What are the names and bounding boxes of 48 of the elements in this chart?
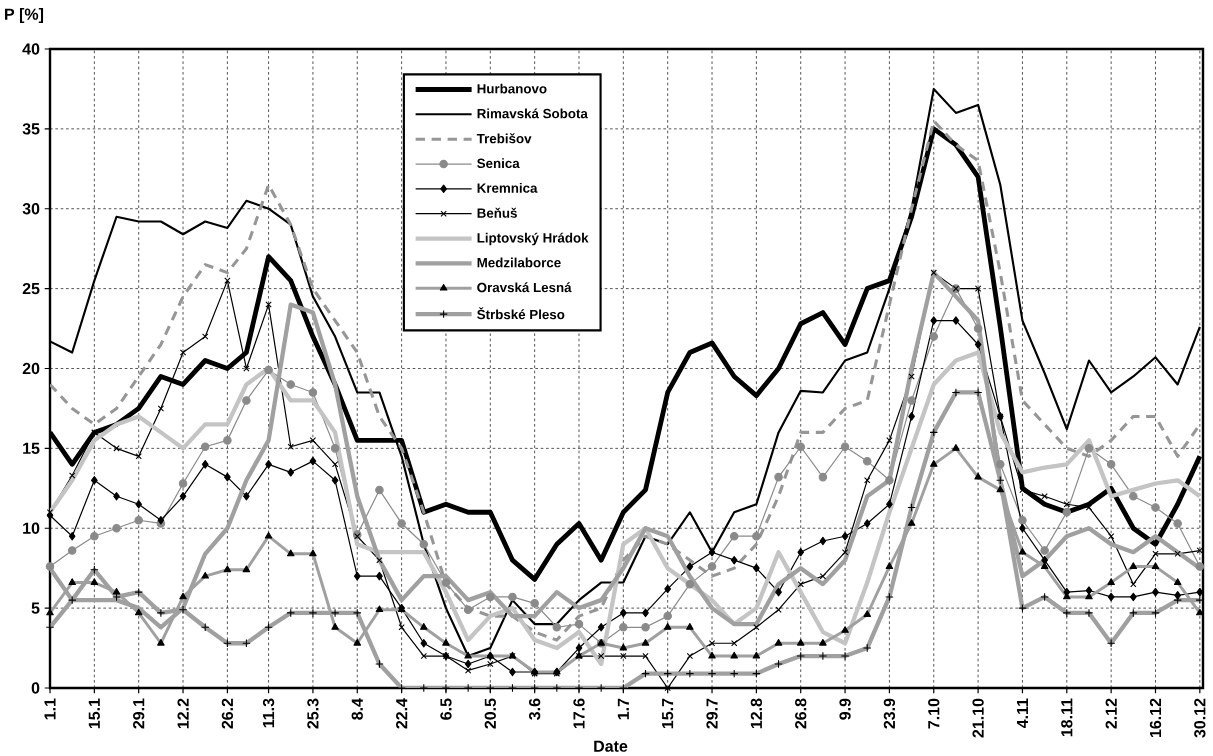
y-tick-label: 0 [31,682,40,694]
x-tick-label: 12.8 [750,698,763,729]
x-tick-label: 29.7 [706,698,718,729]
y-tick-label: 15 [23,442,40,454]
legend-label: Hurbanovo [477,83,547,94]
x-tick-label: 20.5 [484,698,496,729]
legend-label: Senica [477,158,520,169]
legend-label: Trebišov [476,133,532,144]
x-tick-label: 3.6 [528,698,541,720]
legend-label: Štrbské Pleso [477,307,565,320]
x-tick-label: 23.9 [883,698,896,729]
x-tick-label: 1.1 [44,698,56,720]
x-tick-label: 4.11 [1016,698,1028,729]
x-tick-label: 26.8 [795,698,807,729]
x-tick-label: 9.9 [839,698,851,720]
x-tick-label: 25.3 [307,698,319,729]
y-axis-title: P [%] [5,8,44,23]
x-tick-label: 12.2 [177,698,189,729]
legend-label: Liptovský Hrádok [477,232,589,246]
x-tick-label: 29.1 [133,698,145,729]
x-tick-label: 21.10 [972,698,984,738]
legend-label: Kremnica [477,182,538,193]
x-tick-label: 22.4 [396,698,408,729]
x-tick-label: 18.11 [1061,698,1073,737]
legend-label: Rimavská Sobota [477,108,588,119]
legend-label: Medzilaborce [477,257,561,268]
x-tick-label: 15.7 [662,698,674,729]
x-tick-label: 1.7 [617,698,629,720]
y-tick-label: 25 [22,282,40,295]
y-tick-label: 10 [23,522,40,534]
legend-label: Oravská Lesná [477,282,572,293]
y-tick-label: 40 [22,43,40,55]
x-tick-label: 6.5 [440,698,452,720]
y-tick-label: 30 [22,203,40,215]
x-tick-label: 16.12 [1149,698,1162,738]
x-tick-label: 8.4 [351,698,363,720]
y-tick-label: 35 [22,123,40,135]
x-tick-label: 30.12 [1194,698,1206,738]
x-axis-title: Date [594,740,628,752]
y-tick-label: 5 [31,602,40,614]
x-tick-label: 2.12 [1105,698,1117,729]
y-tick-label: 20 [22,362,40,375]
x-tick-label: 17.6 [573,698,585,729]
legend-label: Beňuš [477,207,517,218]
x-tick-label: 11.3 [262,698,275,728]
x-tick-label: 26.2 [221,698,234,729]
x-tick-label: 15.1 [88,698,100,729]
x-tick-label: 7.10 [928,698,940,729]
